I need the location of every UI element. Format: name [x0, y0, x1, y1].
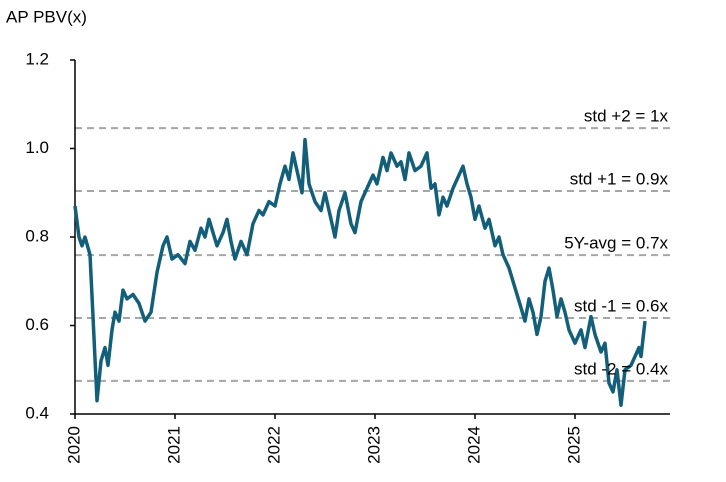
- x-tick-label: 2020: [64, 426, 83, 464]
- y-tick-label: 0.6: [25, 315, 49, 334]
- reference-label: std +2 = 1x: [584, 107, 669, 126]
- x-tick-label: 2022: [264, 426, 283, 464]
- y-tick-label: 0.4: [25, 403, 49, 422]
- reference-label: std -1 = 0.6x: [574, 296, 669, 315]
- reference-label: std -2 = 0.4x: [574, 359, 669, 378]
- x-tick-label: 2023: [364, 426, 383, 464]
- reference-label: std +1 = 0.9x: [570, 169, 669, 188]
- y-tick-label: 1.0: [25, 138, 49, 157]
- x-tick-label: 2024: [464, 426, 483, 464]
- line-series: [73, 137, 647, 407]
- reference-label: 5Y-avg = 0.7x: [564, 234, 668, 253]
- y-tick-label: 1.2: [25, 49, 49, 68]
- x-tick-label: 2025: [564, 426, 583, 464]
- y-tick-label: 0.8: [25, 226, 49, 245]
- x-tick-label: 2021: [164, 426, 183, 464]
- y-axis-title: AP PBV(x): [6, 7, 87, 26]
